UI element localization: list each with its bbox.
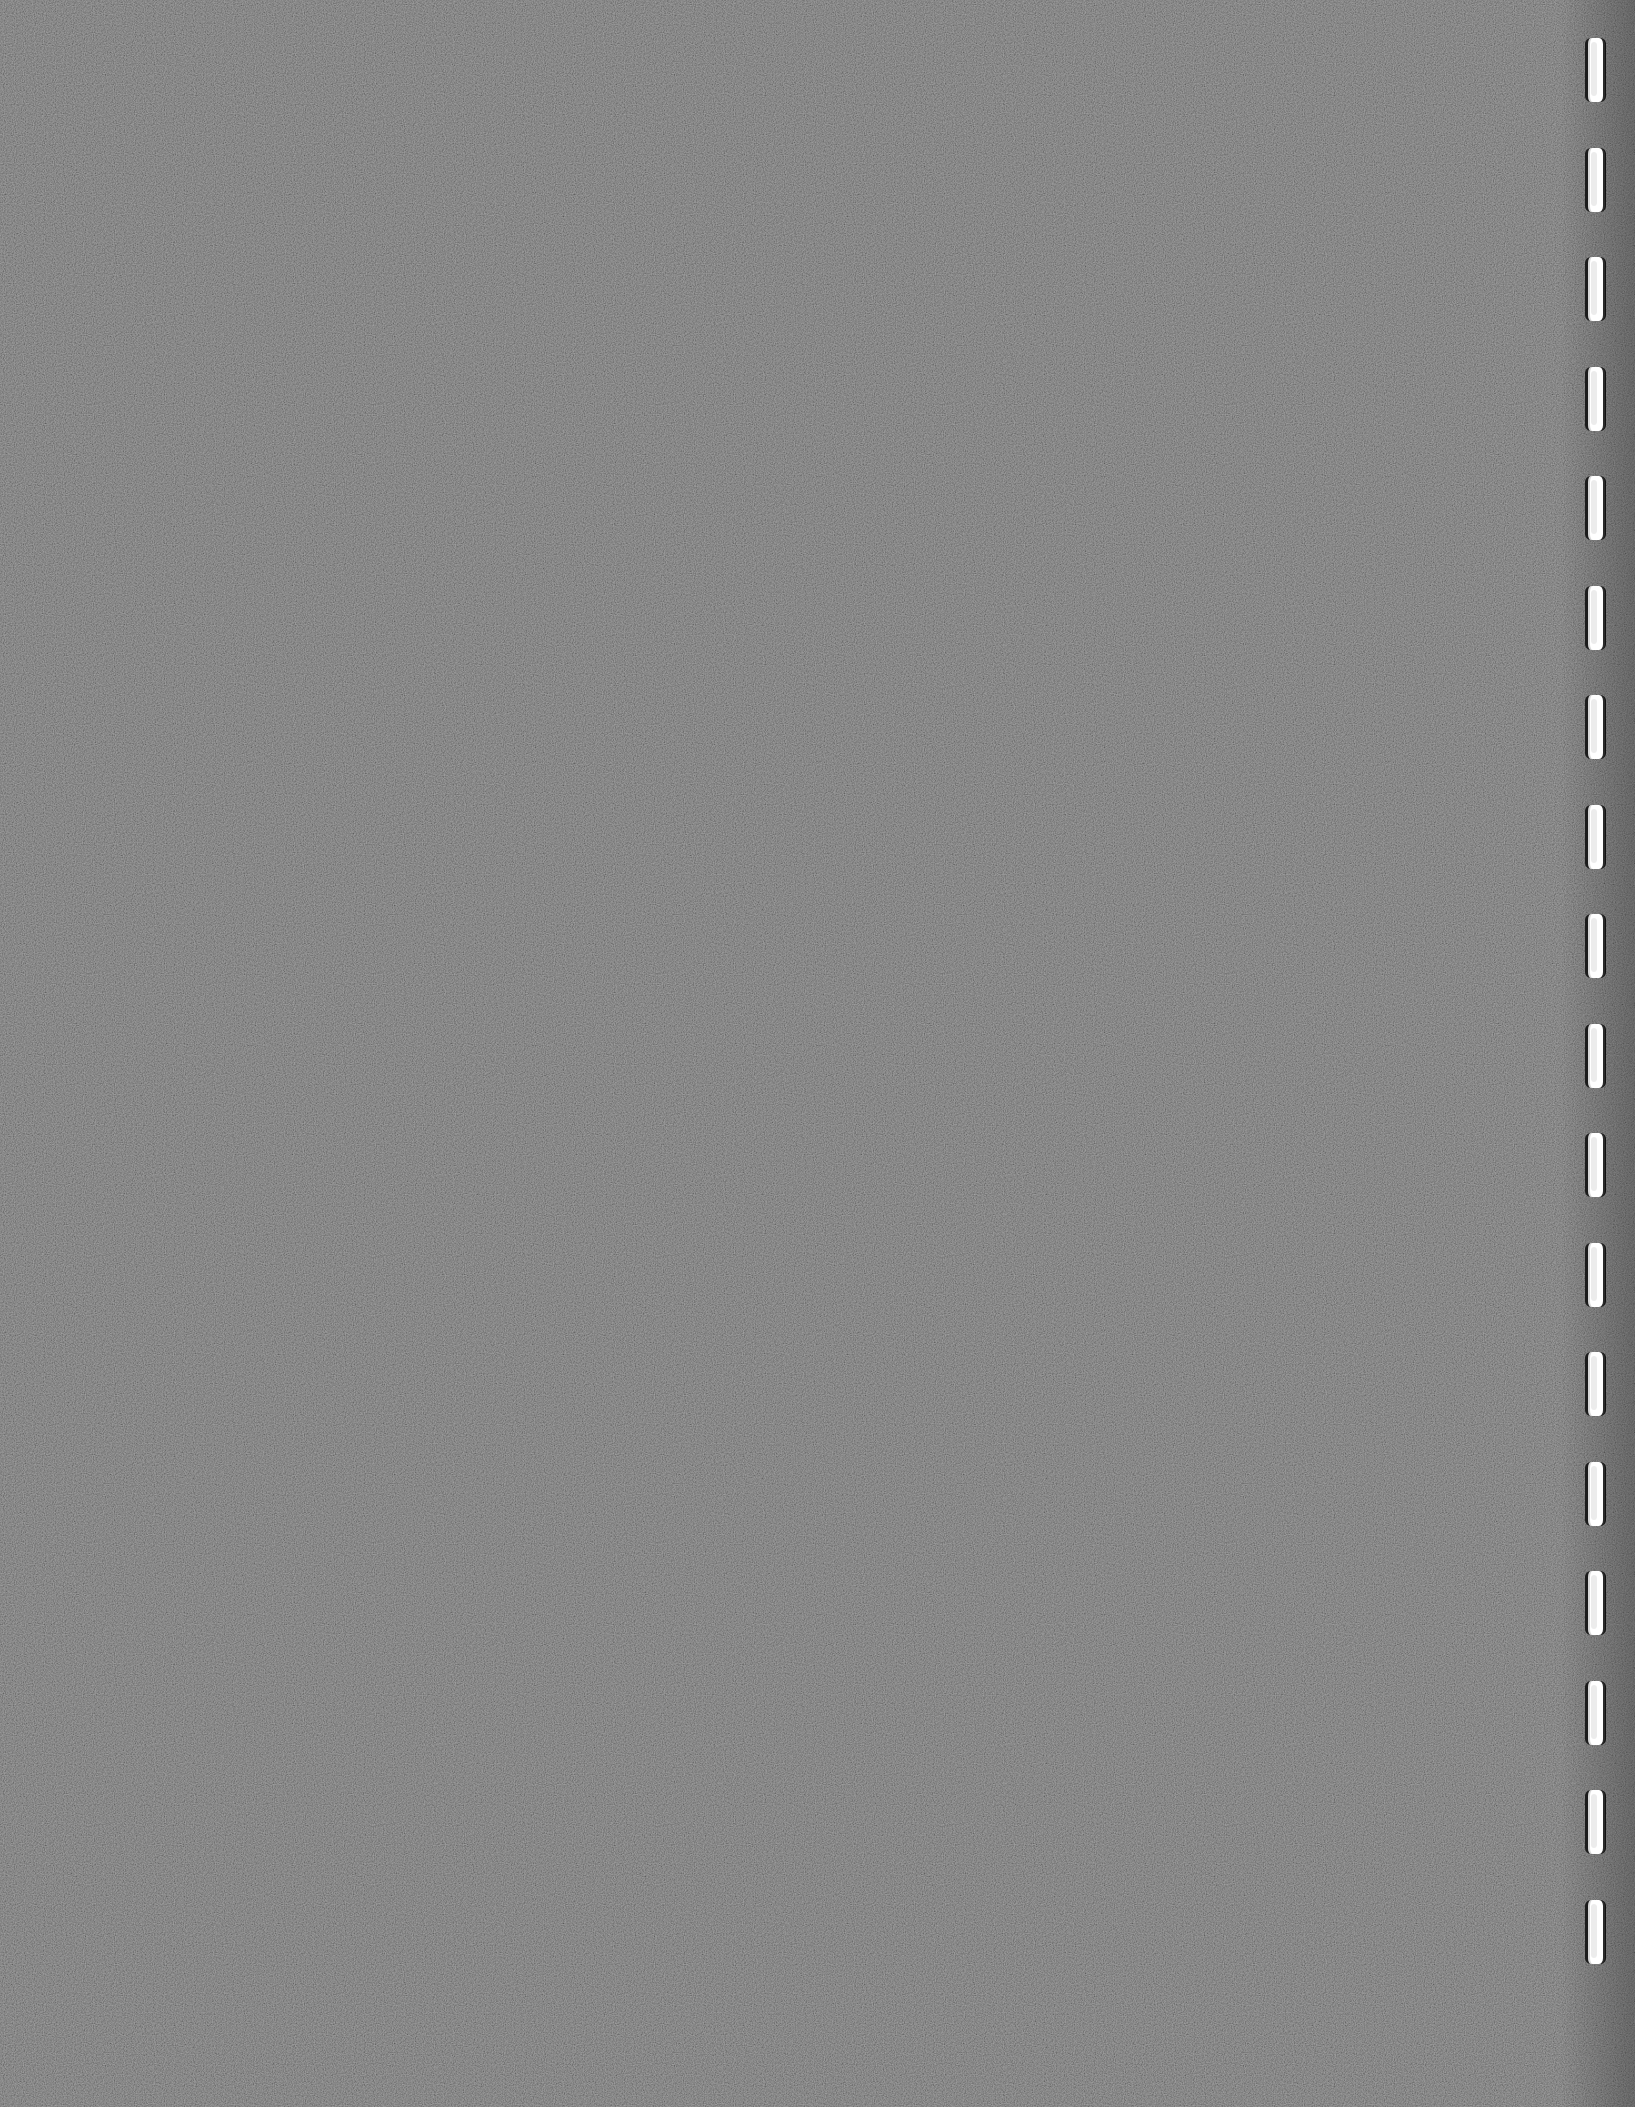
binding-hole	[1585, 257, 1605, 321]
binding-hole	[1585, 1352, 1605, 1416]
binding-hole	[1585, 805, 1605, 869]
binding-hole	[1585, 1133, 1605, 1197]
binding-hole	[1585, 38, 1605, 102]
binding-hole	[1585, 1024, 1605, 1088]
binding-hole	[1585, 695, 1605, 759]
binding-hole	[1585, 1790, 1605, 1854]
binding-hole	[1585, 1681, 1605, 1745]
binding-hole	[1585, 1900, 1605, 1964]
binding-hole	[1585, 586, 1605, 650]
binding-hole	[1585, 1243, 1605, 1307]
binding-hole	[1585, 914, 1605, 978]
binding-hole	[1585, 476, 1605, 540]
binding-hole	[1585, 1571, 1605, 1635]
binding-hole	[1585, 148, 1605, 212]
binding-hole	[1585, 367, 1605, 431]
binding-hole	[1585, 1462, 1605, 1526]
